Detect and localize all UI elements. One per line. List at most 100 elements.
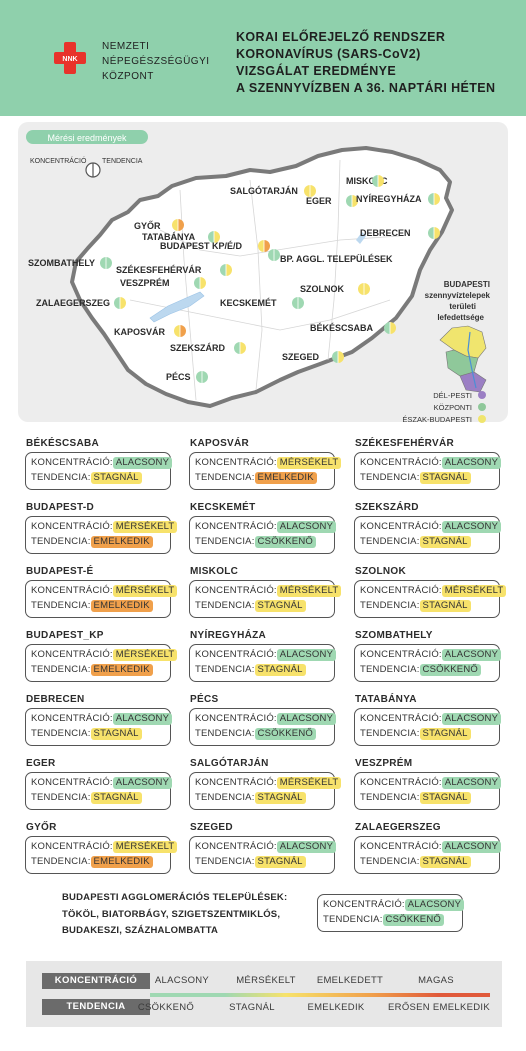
result-card: KONCENTRÁCIÓ: ALACSONY TENDENCIA: STAGNÁL (354, 772, 502, 810)
konc-label: KONCENTRÁCIÓ: (360, 457, 442, 468)
map-legend-tendencia: TENDENCIA (102, 158, 143, 165)
map-city-label: MISKOLC (346, 176, 388, 186)
tend-label: TENDENCIA: (31, 472, 91, 483)
tend-label: TENDENCIA: (360, 664, 420, 675)
konc-label: KONCENTRÁCIÓ: (195, 649, 277, 660)
tend-label: TENDENCIA: (195, 472, 255, 483)
map-city-label: TATABÁNYA (142, 232, 196, 242)
map-city-dot-icon (234, 342, 246, 354)
tend-label: TENDENCIA: (360, 536, 420, 547)
map-city-dot-icon (304, 185, 316, 197)
tend-value: STAGNÁL (254, 600, 306, 612)
tend-label: TENDENCIA: (360, 856, 420, 867)
inset-title-1: BUDAPESTI (444, 280, 490, 289)
result-card: KONCENTRÁCIÓ: MÉRSÉKELT TENDENCIA: STAGNÁL (189, 772, 342, 810)
map-city-dot-icon (332, 351, 344, 363)
aggl-konc-label: KONCENTRÁCIÓ: (323, 899, 405, 910)
tend-value: CSÖKKENŐ (419, 664, 481, 676)
tend-label: TENDENCIA: (31, 664, 91, 675)
card-city-name: NYÍREGYHÁZA (190, 630, 267, 641)
card-city-name: KAPOSVÁR (190, 438, 250, 449)
legend-tend-3: EMELKEDIK (307, 1002, 365, 1013)
result-card: KONCENTRÁCIÓ: MÉRSÉKELT TENDENCIA: EMELKEDI… (25, 580, 178, 618)
inset-kozponti-dot (478, 403, 486, 411)
logo-text: NNK (62, 56, 77, 63)
header: NNK NEMZETI NÉPEGÉSZSÉGÜGYI KÖZPONT KORA… (0, 0, 526, 116)
konc-label: KONCENTRÁCIÓ: (31, 713, 113, 724)
title-line-2: KORONAVÍRUS (SARS-CoV2) (236, 47, 421, 61)
konc-label: KONCENTRÁCIÓ: (31, 841, 113, 852)
map-city-dot-icon (196, 371, 208, 383)
map-city-label: KECSKEMÉT (220, 298, 277, 308)
tend-label: TENDENCIA: (360, 600, 420, 611)
tend-label: TENDENCIA: (31, 728, 91, 739)
konc-value: MÉRSÉKELT (112, 841, 178, 853)
title-line-3: VIZSGÁLAT EREDMÉNYE (236, 64, 397, 78)
org-line-1: NEMZETI (102, 41, 150, 52)
inset-title-4: lefedettsége (437, 313, 484, 322)
tend-label: TENDENCIA: (195, 856, 255, 867)
tend-label: TENDENCIA: (195, 536, 255, 547)
map-city-label: SZEGED (282, 352, 320, 362)
map-city-label: VESZPRÉM (120, 278, 170, 288)
inset-eszak-budapesti-dot (478, 415, 486, 423)
result-card: KONCENTRÁCIÓ: MÉRSÉKELT TENDENCIA: STAGNÁL (354, 580, 507, 618)
konc-value: ALACSONY (112, 777, 173, 789)
tend-label: TENDENCIA: (195, 728, 255, 739)
konc-value: ALACSONY (441, 713, 502, 725)
inset-title-3: területi (449, 302, 476, 311)
konc-value: ALACSONY (112, 713, 173, 725)
konc-value: MÉRSÉKELT (441, 585, 507, 597)
card-city-name: ZALAEGERSZEG (355, 822, 441, 833)
aggl-tend-value: CSÖKKENŐ (382, 914, 444, 926)
map-city-label: SZÉKESFEHÉRVÁR (116, 265, 202, 275)
org-line-3: KÖZPONT (102, 71, 154, 82)
tend-label: TENDENCIA: (360, 728, 420, 739)
card-city-name: SZOLNOK (355, 566, 406, 577)
konc-value: MÉRSÉKELT (276, 457, 342, 469)
map-city-dot-icon (194, 277, 206, 289)
card-city-name: DEBRECEN (26, 694, 85, 705)
map-city-dot-icon (268, 249, 280, 261)
tend-value: STAGNÁL (419, 536, 471, 548)
tend-label: TENDENCIA: (31, 792, 91, 803)
tend-value: EMELKEDIK (254, 472, 317, 484)
tend-label: TENDENCIA: (31, 856, 91, 867)
map-city-dot-icon (114, 297, 126, 309)
tend-value: STAGNÁL (419, 856, 471, 868)
tend-value: STAGNÁL (90, 728, 142, 740)
konc-label: KONCENTRÁCIÓ: (31, 585, 113, 596)
result-card: KONCENTRÁCIÓ: ALACSONY TENDENCIA: STAGNÁL (354, 452, 502, 490)
hungary-map: Mérési eredmények KONCENTRÁCIÓ TENDENCIA… (18, 122, 508, 424)
konc-label: KONCENTRÁCIÓ: (31, 649, 113, 660)
map-city-dot-icon (358, 283, 370, 295)
konc-label: KONCENTRÁCIÓ: (31, 777, 113, 788)
legend-konc-2: MÉRSÉKELT (236, 975, 296, 986)
tend-value: EMELKEDIK (90, 536, 153, 548)
konc-value: ALACSONY (276, 649, 337, 661)
card-city-name: SZÉKESFEHÉRVÁR (355, 438, 455, 449)
tend-value: STAGNÁL (419, 728, 471, 740)
tend-value: STAGNÁL (419, 600, 471, 612)
budapest-inset-map (439, 325, 487, 393)
result-card: KONCENTRÁCIÓ: MÉRSÉKELT TENDENCIA: STAGNÁL (189, 580, 342, 618)
result-card: KONCENTRÁCIÓ: ALACSONY TENDENCIA: STAGNÁL (189, 644, 337, 682)
aggl-card: KONCENTRÁCIÓ: ALACSONY TENDENCIA: CSÖKKENŐ (317, 894, 465, 932)
card-city-name: PÉCS (190, 694, 219, 705)
map-city-dot-icon (372, 175, 384, 187)
konc-value: ALACSONY (112, 457, 173, 469)
result-card: KONCENTRÁCIÓ: ALACSONY TENDENCIA: CSÖKKENŐ (189, 708, 337, 746)
konc-label: KONCENTRÁCIÓ: (360, 649, 442, 660)
tend-label: TENDENCIA: (31, 536, 91, 547)
lake-balaton (149, 291, 205, 323)
tend-value: CSÖKKENŐ (254, 536, 316, 548)
map-city-dot-icon (174, 325, 186, 337)
konc-label: KONCENTRÁCIÓ: (31, 521, 113, 532)
map-city-label: NYÍREGYHÁZA (356, 194, 422, 204)
result-card: KONCENTRÁCIÓ: ALACSONY TENDENCIA: CSÖKKENŐ (354, 644, 502, 682)
map-city-label: SALGÓTARJÁN (230, 185, 298, 196)
tend-label: TENDENCIA: (360, 472, 420, 483)
map-city-label: SZOLNOK (300, 284, 344, 294)
konc-label: KONCENTRÁCIÓ: (195, 777, 277, 788)
tend-value: STAGNÁL (90, 472, 142, 484)
